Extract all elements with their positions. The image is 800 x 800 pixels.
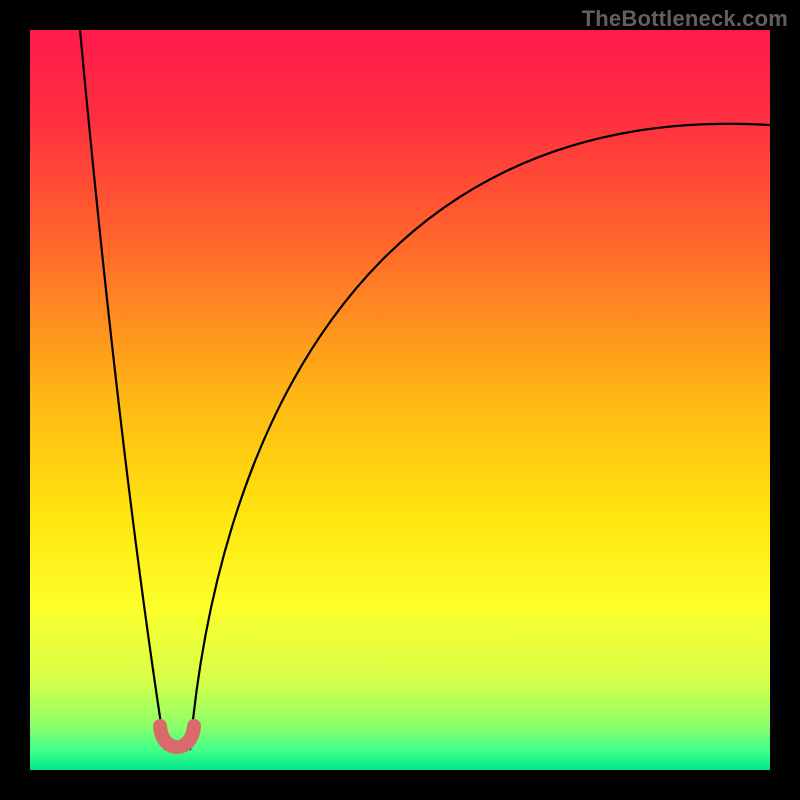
plot-area <box>30 30 770 770</box>
trough-marker <box>160 726 194 747</box>
curve-left-branch <box>80 30 165 750</box>
watermark-text: TheBottleneck.com <box>582 6 788 32</box>
curve-layer <box>30 30 770 770</box>
figure-frame: TheBottleneck.com <box>0 0 800 800</box>
curve-right-branch <box>190 124 770 750</box>
